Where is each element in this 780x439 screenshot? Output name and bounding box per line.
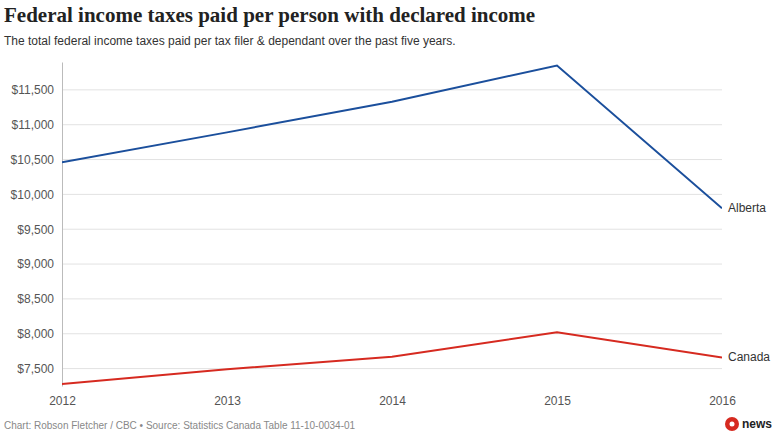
y-tick: $10,500 xyxy=(11,153,62,167)
title: Federal income taxes paid per person wit… xyxy=(4,3,535,27)
grid-line xyxy=(62,264,722,265)
y-tick-label: $7,500 xyxy=(17,362,54,376)
y-tick: $11,500 xyxy=(12,83,63,97)
y-tick-label: $9,500 xyxy=(17,223,54,237)
y-tick-label: $10,000 xyxy=(11,188,55,202)
grid-line xyxy=(62,159,722,160)
x-tick-label: 2012 xyxy=(49,394,76,408)
grid-line xyxy=(62,333,722,334)
x-tick-label: 2016 xyxy=(709,394,736,408)
grid-line xyxy=(62,368,722,369)
plot: $7,500 $8,000 $8,500 $9,000 $9,500 $10,000 $10… xyxy=(11,63,771,408)
grid-line xyxy=(62,124,722,125)
series-line xyxy=(62,65,722,208)
grid-line xyxy=(62,194,722,195)
x-tick-label: 2014 xyxy=(379,394,406,408)
y-tick: $10,000 xyxy=(11,188,62,202)
logo-mark xyxy=(725,417,739,431)
y-tick: $7,500 xyxy=(17,362,62,376)
y-tick: $9,000 xyxy=(17,257,62,271)
brand: news xyxy=(742,417,772,431)
y-tick-label: $9,000 xyxy=(17,257,54,271)
logo-mark xyxy=(730,422,735,427)
chart: Federal income taxes paid per person wit… xyxy=(0,0,780,439)
grid xyxy=(62,90,722,369)
y-tick-label: $10,500 xyxy=(11,153,55,167)
x-tick-label: 2013 xyxy=(214,394,241,408)
x-tick-label: 2015 xyxy=(544,394,571,408)
y-tick: $8,500 xyxy=(17,292,62,306)
y-tick: $9,500 xyxy=(17,223,62,237)
y-axis-line xyxy=(62,63,63,387)
lines xyxy=(62,65,722,383)
y-tick-label: $11,500 xyxy=(12,83,55,97)
source: Chart: Robson Fletcher / CBC • Source: S… xyxy=(4,420,356,431)
y-tick-label: $11,000 xyxy=(12,118,55,132)
series-line xyxy=(62,332,722,384)
y-axis: $7,500 $8,000 $8,500 $9,000 $9,500 $10,000 $10… xyxy=(11,63,63,387)
x-tick: 2012 xyxy=(49,386,76,408)
series-label: Alberta xyxy=(728,201,766,215)
x-tick: 2016 xyxy=(709,386,736,408)
grid-line xyxy=(62,229,722,230)
x-tick: 2014 xyxy=(379,386,406,408)
subtitle: The total federal income taxes paid per … xyxy=(4,34,456,48)
x-tick: 2013 xyxy=(214,386,241,408)
logo: news xyxy=(725,417,772,431)
y-tick: $11,000 xyxy=(12,118,63,132)
y-tick: $8,000 xyxy=(17,327,62,341)
grid-line xyxy=(62,298,722,299)
series-label: Canada xyxy=(728,350,770,364)
y-tick-label: $8,000 xyxy=(17,327,54,341)
y-tick-label: $8,500 xyxy=(17,292,54,306)
x-axis: 2012 2013 2014 2015 2016 xyxy=(49,386,736,408)
grid-line xyxy=(62,89,722,90)
x-tick: 2015 xyxy=(544,386,571,408)
